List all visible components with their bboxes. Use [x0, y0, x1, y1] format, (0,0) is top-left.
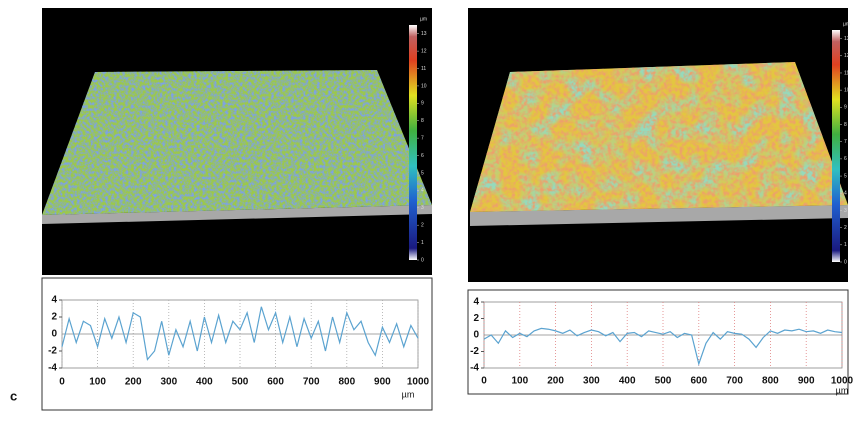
colorbar-title: µm — [420, 16, 427, 22]
colorbar-tick-label: 2 — [844, 225, 847, 231]
x-tick-label: 700 — [726, 376, 743, 387]
colorbar-tick-label: 9 — [844, 105, 847, 111]
x-tick-label: 200 — [547, 376, 564, 387]
x-tick-label: 1000 — [407, 377, 430, 388]
colorbar-tick-label: 13 — [844, 36, 850, 42]
colorbar-tick-label: 3 — [844, 208, 847, 214]
x-tick-label: 100 — [511, 376, 528, 387]
y-tick-label: -2 — [48, 346, 57, 357]
x-tick-label: 1000 — [831, 376, 854, 387]
colorbar-tick-label: 9 — [421, 101, 424, 107]
colorbar-tick-label: 4 — [844, 191, 847, 197]
y-tick-label: -4 — [48, 363, 57, 374]
colorbar — [832, 30, 840, 262]
x-tick-label: 600 — [690, 376, 707, 387]
x-tick-label: 800 — [338, 377, 355, 388]
x-tick-label: 0 — [59, 377, 65, 388]
colorbar-tick-label: 1 — [844, 242, 847, 248]
x-tick-label: 300 — [583, 376, 600, 387]
colorbar-tick-label: 4 — [421, 188, 424, 194]
x-tick-label: 900 — [374, 377, 391, 388]
y-tick-label: -2 — [470, 346, 479, 357]
colorbar-tick-label: 6 — [421, 153, 424, 159]
y-tick-label: 4 — [473, 297, 479, 308]
y-tick-label: -4 — [470, 363, 479, 374]
x-unit: µm — [402, 389, 415, 399]
x-tick-label: 200 — [125, 377, 142, 388]
colorbar-tick-label: 13 — [421, 31, 427, 37]
colorbar-tick-label: 8 — [844, 122, 847, 128]
colorbar-tick-label: 8 — [421, 118, 424, 124]
profile-line — [61, 306, 419, 361]
x-tick-label: 400 — [619, 376, 636, 387]
x-tick-label: 800 — [762, 376, 779, 387]
y-tick-label: 0 — [473, 330, 479, 341]
x-tick-label: 900 — [798, 376, 815, 387]
colorbar-tick-label: 0 — [421, 257, 424, 263]
colorbar-tick-label: 11 — [421, 66, 426, 72]
colorbar-tick-label: 5 — [421, 170, 424, 176]
x-tick-label: 300 — [160, 377, 177, 388]
x-tick-label: 400 — [196, 377, 213, 388]
x-tick-label: 700 — [303, 377, 320, 388]
surface-base — [42, 205, 432, 224]
surface-texture — [42, 70, 432, 215]
colorbar-tick-label: 6 — [844, 156, 847, 162]
y-tick-label: 2 — [473, 313, 479, 324]
colorbar-tick-label: 0 — [844, 259, 847, 265]
panel-label: c — [10, 388, 17, 403]
colorbar-tick-label: 3 — [421, 205, 424, 211]
colorbar-tick-label: 7 — [421, 135, 424, 141]
colorbar-tick-label: 10 — [421, 83, 427, 89]
x-tick-label: 100 — [89, 377, 106, 388]
x-unit: µm — [836, 385, 849, 395]
y-tick-label: 4 — [51, 295, 57, 306]
x-tick-label: 0 — [481, 376, 487, 387]
colorbar-tick-label: 7 — [844, 139, 847, 145]
colorbar — [409, 25, 417, 260]
profile-box — [41, 277, 433, 411]
x-tick-label: 600 — [267, 377, 284, 388]
colorbar-title: µm — [843, 21, 850, 27]
x-tick-label: 500 — [655, 376, 672, 387]
colorbar-tick-label: 10 — [844, 87, 850, 93]
profile-box — [467, 289, 849, 395]
colorbar-tick-label: 2 — [421, 223, 424, 229]
y-tick-label: 0 — [51, 329, 57, 340]
colorbar-tick-label: 5 — [844, 173, 847, 179]
x-tick-label: 500 — [232, 377, 249, 388]
surface-texture — [470, 62, 848, 212]
colorbar-tick-label: 12 — [844, 53, 850, 59]
colorbar-tick-label: 11 — [844, 70, 849, 76]
y-tick-label: 2 — [51, 312, 57, 323]
profile-line — [483, 327, 843, 366]
colorbar-tick-label: 1 — [421, 240, 424, 246]
colorbar-tick-label: 12 — [421, 48, 427, 54]
